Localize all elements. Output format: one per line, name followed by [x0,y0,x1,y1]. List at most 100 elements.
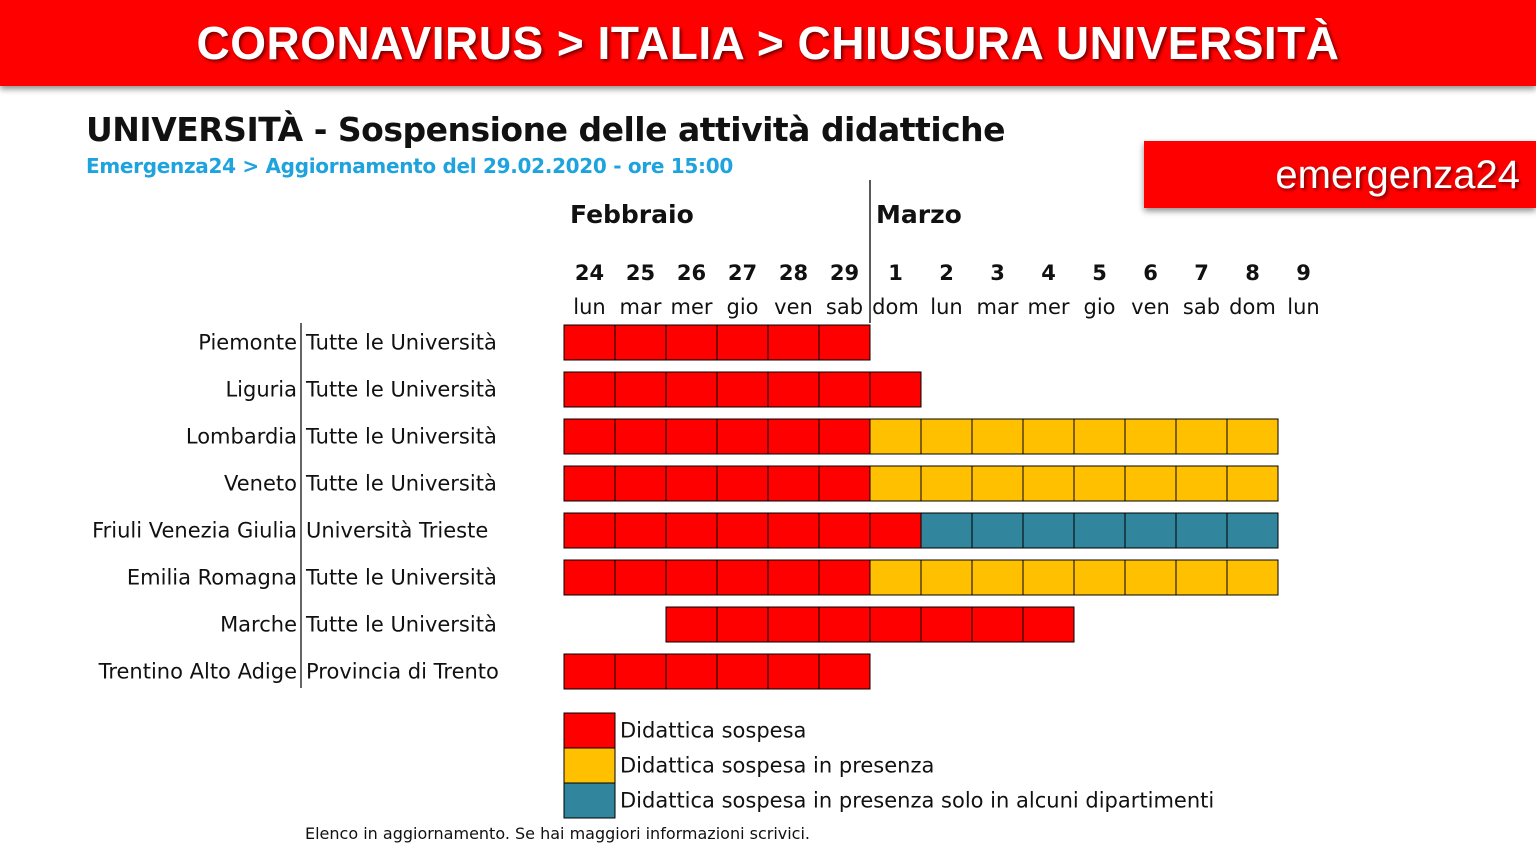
heatmap-cell [920,512,973,549]
heatmap-cell [665,653,718,690]
heatmap-cell [818,418,871,455]
day-weekday: lun [573,295,605,319]
legend-label: Didattica sospesa in presenza [620,754,934,778]
chart-title: UNIVERSITÀ - Sospensione delle attività … [86,110,1006,149]
heatmap-cell [665,606,718,643]
day-number: 8 [1245,261,1260,285]
row-scope-label: Tutte le Università [305,331,497,355]
day-weekday: mer [1027,295,1069,319]
legend-swatch [563,712,616,749]
heatmap-cell [614,371,667,408]
row-scope-label: Provincia di Trento [306,660,499,684]
heatmap-cell [1073,465,1126,502]
row-scope-label: Tutte le Università [305,425,497,449]
day-number: 7 [1194,261,1209,285]
heatmap-cell [1073,512,1126,549]
heatmap-cell [767,324,820,361]
day-weekday: dom [1229,295,1276,319]
row-scope-label: Tutte le Università [305,566,497,590]
day-weekday: gio [1083,295,1115,319]
row-region-label: Trentino Alto Adige [98,660,297,684]
heatmap-cell [1073,418,1126,455]
heatmap-cell [869,371,922,408]
legend-label: Didattica sospesa [620,719,806,743]
heatmap-cell [614,653,667,690]
heatmap-cell [563,512,616,549]
row-region-label: Emilia Romagna [127,566,297,590]
heatmap-cell [665,324,718,361]
heatmap-cell [665,559,718,596]
heatmap-cell [614,324,667,361]
heatmap-cell [1022,559,1075,596]
row-scope-label: Tutte le Università [305,613,497,637]
row-scope-label: Università Trieste [306,519,488,543]
heatmap-cell [818,371,871,408]
day-number: 26 [677,261,706,285]
day-weekday: sab [1183,295,1220,319]
footnote: Elenco in aggiornamento. Se hai maggiori… [305,824,811,843]
heatmap-cell [1124,512,1177,549]
heatmap-cell [818,606,871,643]
day-number: 27 [728,261,757,285]
heatmap-cell [1022,606,1075,643]
day-weekday: mer [670,295,712,319]
heatmap-cell [614,418,667,455]
day-number: 9 [1296,261,1311,285]
row-region-label: Veneto [224,472,297,496]
row-region-label: Marche [220,613,297,637]
heatmap-cell [818,324,871,361]
heatmap-cell [971,418,1024,455]
heatmap-cell [767,465,820,502]
heatmap-cell [920,418,973,455]
heatmap-cell [1175,512,1228,549]
heatmap-cell [716,371,769,408]
heatmap-cell [767,606,820,643]
heatmap-cell [920,559,973,596]
day-number: 1 [888,261,903,285]
heatmap-cell [1175,465,1228,502]
row-scope-label: Tutte le Università [305,472,497,496]
heatmap-cell [1175,418,1228,455]
row-scope-label: Tutte le Università [305,378,497,402]
brand-badge: emergenza24 [1144,141,1536,208]
heatmap-cell [665,371,718,408]
row-region-label: Lombardia [186,425,297,449]
heatmap-cell [1124,418,1177,455]
heatmap-cell [563,418,616,455]
brand-label: emergenza24 [1275,153,1520,197]
heatmap-cell [716,418,769,455]
heatmap-cell [1073,559,1126,596]
legend-swatch [563,782,616,819]
heatmap-cell [563,653,616,690]
header-banner: CORONAVIRUS > ITALIA > CHIUSURA UNIVERSI… [0,0,1536,86]
heatmap-cell [1022,512,1075,549]
heatmap-cell [614,559,667,596]
heatmap-cell [1124,559,1177,596]
heatmap-cell [767,418,820,455]
day-weekday: ven [1131,295,1170,319]
day-number: 6 [1143,261,1158,285]
heatmap-cell [767,559,820,596]
heatmap-cell [716,465,769,502]
day-weekday: mar [977,295,1019,319]
day-weekday: ven [774,295,813,319]
row-region-label: Friuli Venezia Giulia [92,519,297,543]
heatmap-cell [716,512,769,549]
heatmap-cell [716,606,769,643]
heatmap-cell [1022,465,1075,502]
heatmap-cell [1226,512,1279,549]
page-title: CORONAVIRUS > ITALIA > CHIUSURA UNIVERSI… [196,17,1340,69]
day-weekday: lun [930,295,962,319]
heatmap-cell [716,653,769,690]
heatmap-cell [665,418,718,455]
heatmap-cell [818,559,871,596]
heatmap-cell [614,512,667,549]
heatmap-cell [767,371,820,408]
heatmap-cell [869,418,922,455]
heatmap-cell [665,465,718,502]
legend-label: Didattica sospesa in presenza solo in al… [620,789,1214,813]
day-number: 5 [1092,261,1107,285]
heatmap-cell [1175,559,1228,596]
day-weekday: sab [826,295,863,319]
